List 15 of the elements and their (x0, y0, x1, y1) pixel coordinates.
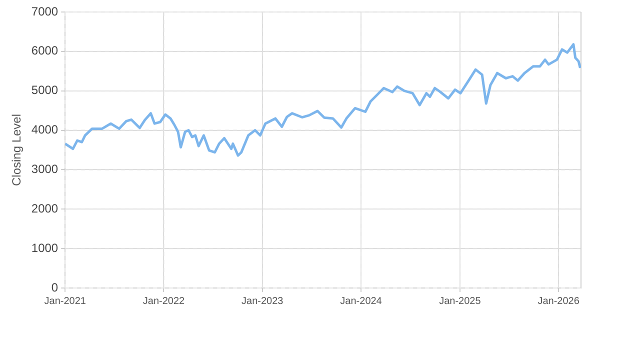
x-tick-label: Jan-2025 (439, 296, 482, 307)
y-tick-label: 6000 (31, 44, 58, 58)
x-tick-label: Jan-2023 (242, 296, 284, 307)
y-tick-label: 1000 (31, 240, 58, 255)
y-tick-label: 4000 (31, 122, 58, 137)
y-tick-label: 7000 (31, 4, 58, 18)
y-tick-label: 5000 (31, 83, 58, 98)
y-tick-label: 2000 (31, 201, 58, 216)
y-axis-title: Closing Level (10, 114, 24, 186)
x-tick-label: Jan-2022 (142, 296, 186, 307)
x-tick-label: Jan-2024 (340, 296, 382, 307)
x-tick-label: Jan-2026 (538, 296, 580, 307)
y-tick-label: 3000 (31, 162, 58, 176)
y-tick-label: 0 (51, 280, 58, 294)
x-tick-label: Jan-2021 (44, 296, 86, 307)
